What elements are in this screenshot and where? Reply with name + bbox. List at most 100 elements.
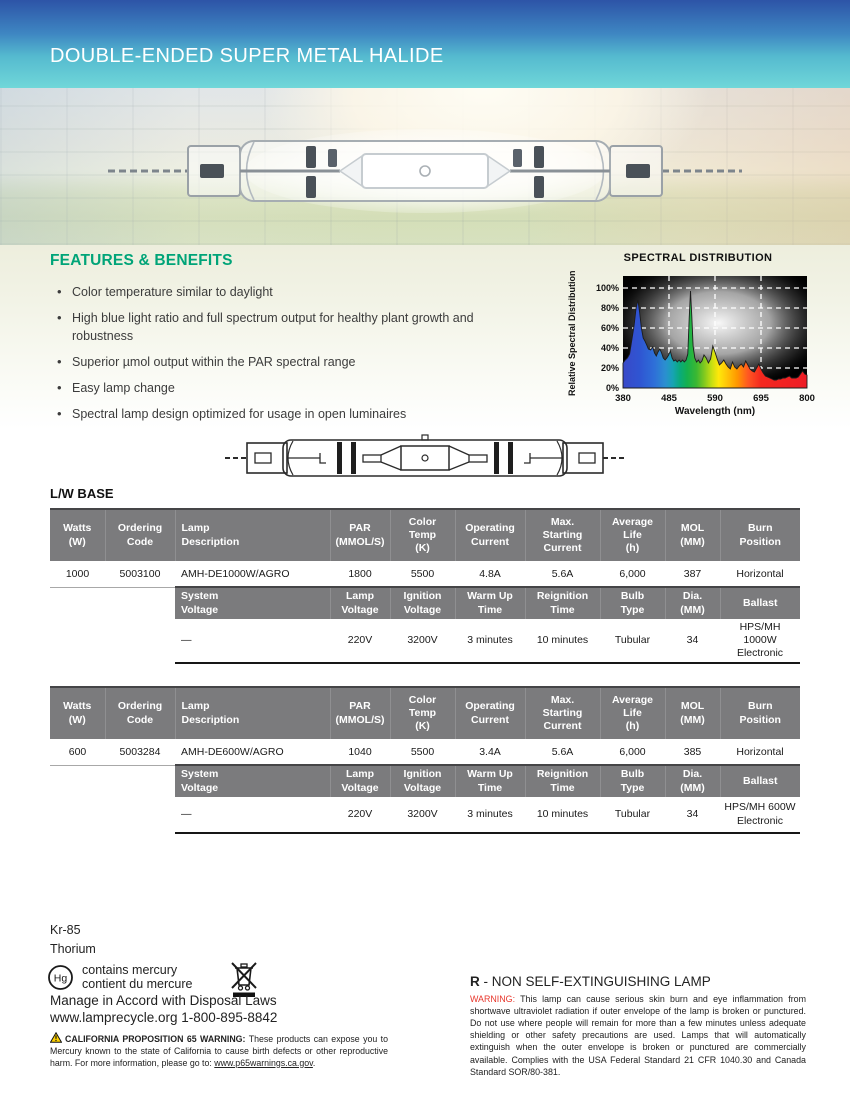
col-header-ordering-code: Ordering Code — [104, 508, 175, 561]
p65warnings-link[interactable]: www.p65warnings.ca.gov — [214, 1057, 313, 1068]
cell-operating-current: 4.8A — [479, 567, 501, 580]
hero-greenhouse-photo — [0, 88, 850, 245]
col-header-reignition-time: Reignition Time — [524, 764, 600, 797]
svg-text:80%: 80% — [601, 303, 619, 313]
col-header-warm-up-time: Warm Up Time — [454, 764, 525, 797]
cell-average-life: 6,000 — [619, 567, 646, 580]
table-header-row: Watts (W) Ordering Code Lamp Description… — [50, 508, 800, 561]
r-lamp-title: R - NON SELF-EXTINGUISHING LAMP — [470, 974, 806, 989]
col-header-bulb-type: Bulb Type — [599, 764, 665, 797]
col-header-bulb-type: Bulb Type — [599, 586, 665, 619]
col-header-mol: MOL (MM) — [664, 508, 720, 561]
cell-average-life: 6,000 — [619, 745, 646, 758]
california-prop65-warning: CALIFORNIA PROPOSITION 65 WARNING: These… — [49, 1031, 388, 1069]
col-header-warm-up-time: Warm Up Time — [454, 586, 525, 619]
cell-ballast: HPS/MH 600W Electronic — [720, 797, 800, 834]
col-header-watts: Watts (W) — [50, 508, 105, 561]
cell-par: 1040 — [348, 745, 372, 758]
col-header-color-temp: Color Temp (K) — [389, 508, 455, 561]
features-heading: FEATURES & BENEFITS — [50, 252, 233, 269]
cell-burn-position: Horizontal — [736, 745, 784, 758]
cell-par: 1800 — [348, 567, 372, 580]
svg-text:695: 695 — [753, 393, 770, 404]
r-designation: R — [470, 974, 480, 989]
isotope-block: Kr-85 Thorium — [50, 923, 96, 961]
col-header-par: PAR (MMOL/S) — [329, 686, 390, 739]
cell-bulb-type: Tubular — [600, 619, 665, 665]
cell-color-temp: 5500 — [410, 567, 435, 580]
cell-ignition-voltage: 3200V — [390, 619, 455, 665]
warning-body: This lamp can cause serious skin burn an… — [470, 994, 806, 1077]
table-data-row: 600 5003284 AMH-DE600W/AGRO 1040 5500 3.… — [50, 739, 800, 766]
svg-text:590: 590 — [707, 393, 723, 404]
spectral-chart-plot: 100% 80% 60% 40% 20% 0%380 485 590 695 800 Wavele… — [596, 276, 815, 417]
cell-reignition-time: 10 minutes — [525, 797, 600, 834]
feature-item: Spectral lamp design optimized for usage… — [50, 405, 505, 423]
r-title-text: - NON SELF-EXTINGUISHING LAMP — [479, 974, 711, 989]
svg-text:60%: 60% — [601, 323, 619, 333]
warning-triangle-icon — [49, 1031, 63, 1043]
cell-ordering-code: 5003100 — [105, 561, 175, 588]
col-header-lamp-voltage: Lamp Voltage — [329, 586, 390, 619]
spec-table-600w: Watts (W) Ordering Code Lamp Description… — [50, 686, 800, 834]
svg-text:0%: 0% — [606, 383, 619, 393]
feature-item: Color temperature similar to daylight — [50, 283, 505, 301]
svg-text:Hg: Hg — [54, 972, 68, 984]
col-header-ballast: Ballast — [719, 764, 800, 797]
hg-circle-icon: Hg — [48, 964, 73, 990]
table-subheader-row: System Voltage Lamp Voltage Ignition Vol… — [50, 586, 800, 619]
svg-text:380: 380 — [615, 393, 631, 404]
cell-dia: 34 — [665, 619, 720, 665]
subheader-spacer — [50, 587, 175, 619]
uv-warning-paragraph: WARNING: This lamp can cause serious ski… — [470, 993, 806, 1078]
subrow-spacer — [50, 619, 175, 663]
col-header-dia: Dia. (MM) — [664, 586, 720, 619]
cell-bulb-type: Tubular — [600, 797, 665, 834]
lamprecycle-line: www.lamprecycle.org 1-800-895-8842 — [50, 1010, 278, 1025]
col-header-lamp-voltage: Lamp Voltage — [329, 764, 390, 797]
page-title: DOUBLE-ENDED SUPER METAL HALIDE — [50, 45, 444, 67]
lamp-product-photo — [108, 129, 742, 213]
spectral-chart: SPECTRAL DISTRIBUTION Relative Spectral … — [565, 252, 817, 420]
col-header-ballast: Ballast — [719, 586, 800, 619]
svg-text:800: 800 — [799, 393, 815, 404]
section-title: L/W BASE — [50, 486, 114, 501]
chart-x-axis-label: Wavelength (nm) — [675, 406, 755, 417]
col-header-reignition-time: Reignition Time — [524, 586, 600, 619]
cell-watts: 1000 — [50, 561, 105, 588]
col-header-max-starting-current: Max. Starting Current — [524, 508, 600, 561]
subrow-spacer — [50, 797, 175, 833]
svg-text:100%: 100% — [596, 283, 619, 293]
cell-max-starting-current: 5.6A — [551, 745, 574, 758]
chart-tick-labels: 100% 80% 60% 40% 20% 0%380 485 590 695 800 — [596, 283, 815, 404]
cell-max-starting-current: 5.6A — [551, 567, 574, 580]
svg-text:20%: 20% — [601, 363, 619, 373]
cell-ignition-voltage: 3200V — [390, 797, 455, 834]
col-header-ignition-voltage: Ignition Voltage — [389, 586, 455, 619]
cell-lamp-voltage: 220V — [330, 619, 390, 665]
table-subheader-row: System Voltage Lamp Voltage Ignition Vol… — [50, 764, 800, 797]
col-header-operating-current: Operating Current — [454, 508, 525, 561]
col-header-average-life: Average Life (h) — [599, 508, 665, 561]
warning-label: WARNING: — [470, 994, 516, 1004]
header-band: DOUBLE-ENDED SUPER METAL HALIDE — [0, 0, 850, 88]
col-header-color-temp: Color Temp (K) — [389, 686, 455, 739]
col-header-lamp-description: Lamp Description — [174, 686, 330, 739]
feature-item: Superior µmol output within the PAR spec… — [50, 353, 505, 371]
table-subdata-row: — 220V 3200V 3 minutes 10 minutes Tubula… — [50, 797, 800, 834]
features-section: FEATURES & BENEFITS Color temperature si… — [50, 252, 505, 433]
crossed-out-bin-icon — [231, 962, 257, 997]
isotope-kr85: Kr-85 — [50, 923, 81, 937]
table-subdata-row: — 220V 3200V 3 minutes 10 minutes Tubula… — [50, 619, 800, 665]
cell-ordering-code: 5003284 — [105, 739, 175, 766]
spec-table-1000w: Watts (W) Ordering Code Lamp Description… — [50, 508, 800, 665]
cell-operating-current: 3.4A — [479, 745, 501, 758]
cell-system-voltage: — — [175, 619, 330, 665]
cell-mol: 385 — [683, 745, 702, 758]
col-header-burn-position: Burn Position — [719, 508, 800, 561]
cell-watts: 600 — [50, 739, 105, 766]
cell-color-temp: 5500 — [410, 745, 435, 758]
col-header-lamp-description: Lamp Description — [174, 508, 330, 561]
subheader-spacer — [50, 765, 175, 797]
